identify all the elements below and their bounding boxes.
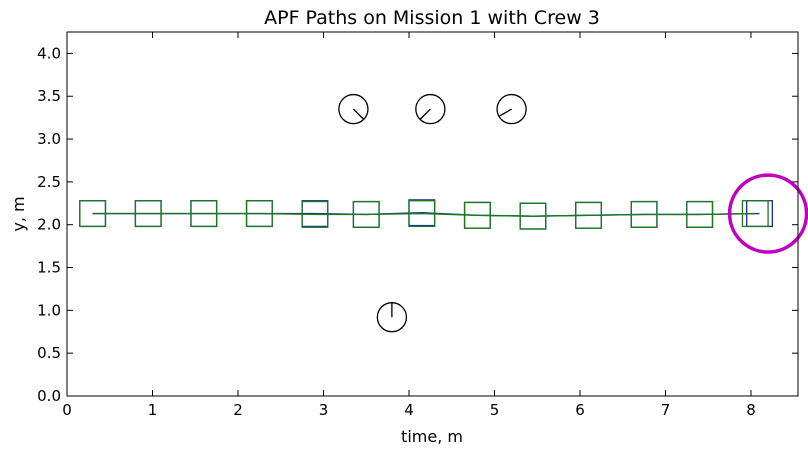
y-tick-label: 3.0: [37, 130, 61, 148]
obstacle-heading: [352, 108, 365, 120]
y-tick-label: 0.5: [37, 344, 61, 362]
x-tick-label: 5: [490, 401, 500, 419]
x-tick-label: 6: [575, 401, 585, 419]
chart-title: APF Paths on Mission 1 with Crew 3: [264, 7, 600, 29]
obstacle-circle: [338, 93, 369, 125]
y-tick-label: 3.5: [37, 87, 61, 105]
y-tick-label: 0.0: [37, 387, 61, 405]
y-tick-label: 1.0: [37, 301, 61, 319]
obstacle-circle: [496, 93, 527, 125]
x-tick-label: 8: [746, 401, 756, 419]
green-path-line: [92, 212, 756, 217]
x-tick-label: 4: [404, 401, 414, 419]
y-tick-label: 2.0: [37, 216, 61, 234]
obstacle-circle: [415, 93, 446, 125]
x-tick-label: 2: [233, 401, 243, 419]
obstacle-heading: [419, 108, 431, 120]
obstacle-heading: [498, 108, 512, 117]
x-tick-label: 3: [319, 401, 329, 419]
x-tick-label: 1: [148, 401, 158, 419]
x-tick-label: 7: [661, 401, 671, 419]
plot-area: [79, 93, 808, 333]
plot-frame: [66, 31, 799, 397]
y-tick-label: 4.0: [37, 44, 61, 62]
y-tick-label: 1.5: [37, 259, 61, 277]
y-tick-label: 2.5: [37, 173, 61, 191]
goal-circle: [727, 173, 808, 254]
x-tick-label: 0: [62, 401, 72, 419]
y-axis-label: y, m: [9, 196, 28, 231]
x-axis-label: time, m: [401, 427, 463, 446]
